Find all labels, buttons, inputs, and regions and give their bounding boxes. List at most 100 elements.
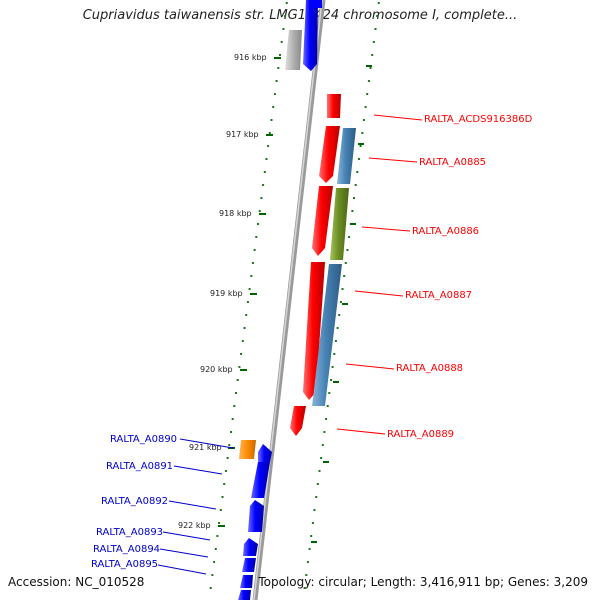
ruler-inner-dots — [209, 2, 288, 589]
ruler-dot — [316, 483, 319, 485]
gene-grey-top[interactable] — [285, 30, 302, 70]
ruler-dot — [236, 379, 239, 381]
label-ralta-a0890-group[interactable]: RALTA_A0890 — [110, 434, 234, 449]
label-ralta-a0890[interactable]: RALTA_A0890 — [110, 434, 177, 445]
label-ralta-a0892[interactable]: RALTA_A0892 — [101, 496, 168, 507]
ruler-dot — [245, 314, 248, 316]
ruler-dot — [353, 197, 355, 199]
ruler-dot — [260, 197, 263, 199]
ruler-dot — [366, 93, 369, 95]
gene-ralta-a0894[interactable] — [242, 558, 256, 572]
gene-ralta-acds916386d[interactable] — [327, 94, 341, 118]
ruler-dot — [367, 80, 370, 82]
label-ralta-a0893-group[interactable]: RALTA_A0893 — [96, 527, 211, 541]
feature-orange-a0890[interactable] — [239, 440, 256, 459]
label-ralta-a0889-group[interactable]: RALTA_A0889 — [336, 428, 454, 440]
ruler-dot — [336, 327, 339, 329]
leader-line — [345, 363, 395, 370]
ruler-dot — [231, 418, 234, 420]
ruler-dot — [240, 353, 243, 355]
ruler-dot — [310, 535, 313, 537]
ruler-dot — [341, 288, 344, 290]
ruler-dot — [250, 275, 253, 277]
label-ralta-a0888[interactable]: RALTA_A0888 — [396, 363, 463, 374]
label-ralta-a0885-group[interactable]: RALTA_A0885 — [368, 157, 486, 168]
ruler-dot — [272, 106, 275, 108]
leader-line — [159, 548, 209, 558]
ruler-dot — [330, 379, 332, 381]
ruler-dot — [273, 93, 276, 95]
ruler-dot — [354, 184, 357, 186]
ruler-dot — [262, 184, 265, 186]
ruler-dot — [243, 327, 246, 329]
ruler-dot — [257, 223, 259, 225]
label-ralta-acds916386d[interactable]: RALTA_ACDS916386D — [424, 114, 533, 125]
ruler-dot — [364, 106, 367, 108]
label-ralta-a0888-group[interactable]: RALTA_A0888 — [345, 363, 463, 374]
gene-ralta-a0889-red[interactable] — [290, 406, 306, 436]
ruler-dot — [267, 145, 270, 147]
ruler-dot — [306, 561, 309, 563]
ruler-dot — [265, 158, 268, 160]
ruler-dot — [241, 340, 244, 342]
gene-ralta-a0890[interactable] — [258, 444, 272, 462]
gene-ralta-a0885-red[interactable] — [319, 126, 340, 183]
label-ralta-a0895[interactable]: RALTA_A0895 — [91, 559, 158, 570]
ruler-dot — [325, 418, 328, 420]
ruler-dot — [214, 548, 217, 550]
ruler-dot — [216, 535, 219, 537]
gene-reverse-top[interactable] — [303, 0, 318, 71]
ruler-label-919: 919 kbp — [210, 289, 243, 298]
label-ralta-a0892-group[interactable]: RALTA_A0892 — [101, 496, 217, 510]
leader-line — [368, 157, 418, 163]
ruler-dot — [351, 210, 354, 212]
ruler-dot — [311, 522, 314, 524]
gene-ralta-a0893[interactable] — [243, 538, 258, 556]
ruler-dot — [248, 288, 251, 290]
label-ralta-a0887-group[interactable]: RALTA_A0887 — [354, 290, 472, 301]
genome-backbone — [252, 0, 326, 600]
ruler-dot — [377, 2, 380, 4]
gene-reverse-bottom[interactable] — [238, 590, 251, 600]
ruler-dot — [320, 457, 323, 459]
label-ralta-a0891-group[interactable]: RALTA_A0891 — [106, 461, 223, 475]
map-title: Cupriavidus taiwanensis str. LMG19424 ch… — [82, 8, 518, 23]
label-ralta-a0886-group[interactable]: RALTA_A0886 — [361, 226, 479, 237]
ruler-dot — [282, 28, 285, 30]
ruler-label-916: 916 kbp — [234, 53, 267, 62]
gene-reverse-top-cap[interactable] — [312, 0, 322, 8]
cds-ralta-a0886[interactable] — [330, 188, 349, 260]
ruler-label-920: 920 kbp — [200, 365, 233, 374]
gene-ralta-a0886-red[interactable] — [312, 186, 333, 256]
ruler-dot — [339, 301, 342, 303]
label-ralta-a0886[interactable]: RALTA_A0886 — [412, 226, 479, 237]
ruler-dot — [328, 392, 331, 394]
ruler-label-917: 917 kbp — [226, 130, 259, 139]
gene-ralta-a0891[interactable] — [251, 462, 270, 498]
ruler-dot — [268, 132, 271, 134]
ruler-dot — [303, 587, 306, 589]
label-ralta-a0885[interactable]: RALTA_A0885 — [419, 157, 486, 168]
ruler-dot — [285, 2, 288, 4]
label-ralta-a0889[interactable]: RALTA_A0889 — [387, 429, 454, 440]
label-ralta-acds916386d-group[interactable]: RALTA_ACDS916386D — [373, 114, 533, 125]
leader-line — [168, 500, 217, 510]
label-ralta-a0887[interactable]: RALTA_A0887 — [405, 290, 472, 301]
ruler-dot — [284, 15, 287, 17]
ruler-922: 922 kbp — [178, 521, 225, 530]
label-ralta-a0893[interactable]: RALTA_A0893 — [96, 527, 163, 538]
gene-ralta-a0895[interactable] — [240, 575, 253, 588]
gene-ralta-a0887-red[interactable] — [303, 262, 325, 400]
outer-ruler-ticks — [311, 65, 372, 543]
gene-ralta-a0892[interactable] — [248, 500, 264, 532]
ruler-dot — [323, 431, 326, 433]
topology-summary-text: Topology: circular; Length: 3,416,911 bp… — [258, 575, 588, 589]
cds-ralta-a0885[interactable] — [337, 128, 356, 184]
label-ralta-a0894-group[interactable]: RALTA_A0894 — [93, 544, 209, 558]
cds-ralta-a0888[interactable] — [312, 264, 342, 406]
label-ralta-a0895-group[interactable]: RALTA_A0895 — [91, 559, 207, 575]
ruler-dot — [209, 587, 212, 589]
label-ralta-a0894[interactable]: RALTA_A0894 — [93, 544, 160, 555]
label-ralta-a0891[interactable]: RALTA_A0891 — [106, 461, 173, 472]
ruler-dot — [344, 262, 347, 264]
